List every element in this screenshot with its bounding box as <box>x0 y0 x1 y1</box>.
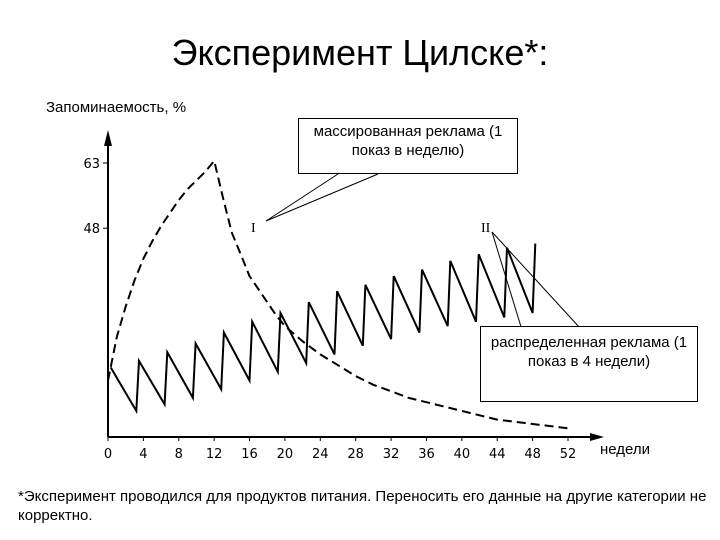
x-tick-label: 16 <box>241 447 258 462</box>
x-tick-label: 32 <box>383 447 400 462</box>
series-label-distributed: II <box>481 221 491 236</box>
y-tick-label: 63 <box>83 157 100 172</box>
leader-distributed-right <box>491 231 581 329</box>
x-tick-label: 48 <box>524 447 541 462</box>
x-tick-label: 8 <box>175 447 183 462</box>
series-label-massed: I <box>251 221 256 236</box>
x-tick-label: 28 <box>347 447 364 462</box>
chart-axes <box>104 130 604 441</box>
plot-area: I II <box>107 158 569 430</box>
x-tick-label: 40 <box>454 447 471 462</box>
callout-massed-advertising: массированная реклама (1 показ в неделю) <box>298 118 518 174</box>
callout-distributed-advertising: распределенная реклама (1 показ в 4 неде… <box>480 326 698 402</box>
leader-distributed-left <box>491 231 523 331</box>
x-tick-label: 52 <box>560 447 577 462</box>
x-tick-label: 44 <box>489 447 506 462</box>
callout-leader-lines <box>265 173 581 331</box>
slide-title: Эксперимент Цилске*: <box>171 32 549 73</box>
y-tick-label: 48 <box>83 222 100 237</box>
x-tick-labels: 0 4 8 12 16 20 24 28 32 36 40 44 48 52 <box>104 437 576 462</box>
x-tick-label: 24 <box>312 447 329 462</box>
y-axis-title: Запоминаемость, % <box>46 99 186 116</box>
x-tick-label: 4 <box>139 447 147 462</box>
series-distributed-line <box>109 243 537 415</box>
leader-massed-left <box>265 173 339 222</box>
leader-massed-right <box>265 173 379 222</box>
y-tick-labels: 48 63 <box>83 157 108 237</box>
x-axis-arrow <box>590 433 604 441</box>
x-tick-label: 12 <box>206 447 223 462</box>
x-tick-label: 20 <box>277 447 294 462</box>
footnote: *Эксперимент проводился для продуктов пи… <box>18 488 707 524</box>
y-axis-arrow <box>104 130 112 146</box>
x-tick-label: 0 <box>104 447 112 462</box>
x-tick-label: 36 <box>418 447 435 462</box>
x-axis-title: недели <box>600 441 650 458</box>
